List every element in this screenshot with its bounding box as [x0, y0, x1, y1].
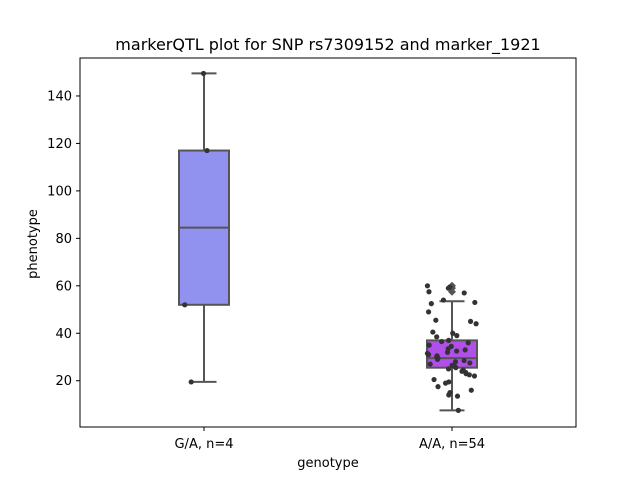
data-point: [433, 317, 439, 323]
y-tick-label: 80: [55, 232, 72, 247]
data-point: [434, 334, 440, 340]
data-point: [446, 392, 452, 398]
box-group: [424, 281, 479, 413]
data-point: [454, 348, 460, 354]
data-point: [427, 361, 433, 367]
y-tick-label: 60: [55, 279, 72, 294]
data-point: [434, 356, 441, 362]
plot-frame: [79, 57, 577, 428]
data-point: [473, 321, 479, 327]
data-point: [462, 347, 468, 353]
x-axis-label: genotype: [297, 456, 358, 471]
data-point: [454, 393, 461, 399]
data-point: [461, 357, 467, 364]
data-point: [452, 359, 459, 365]
data-point: [445, 366, 452, 372]
data-point: [455, 407, 461, 413]
x-tick-label: A/A, n=54: [419, 437, 485, 452]
y-tick-label: 20: [55, 374, 72, 389]
data-point: [428, 301, 434, 307]
data-point: [468, 387, 474, 393]
data-point: [444, 349, 451, 355]
data-point: [424, 283, 431, 289]
data-point: [426, 289, 432, 295]
data-point: [440, 297, 447, 303]
x-axis: G/A, n=4 A/A, n=54: [174, 427, 485, 452]
data-point: [430, 329, 436, 335]
data-point: [471, 373, 478, 379]
data-point: [446, 337, 452, 343]
y-tick-label: 100: [47, 184, 72, 199]
data-point: [461, 290, 467, 296]
data-point: [465, 340, 471, 346]
data-point: [204, 147, 210, 154]
data-point: [188, 379, 194, 385]
data-point: [447, 284, 453, 290]
y-tick-label: 40: [55, 327, 72, 342]
data-point: [467, 318, 474, 325]
data-point: [439, 338, 445, 345]
y-axis-label: phenotype: [26, 209, 41, 279]
data-point: [453, 365, 459, 371]
data-point: [426, 342, 432, 348]
data-point: [442, 380, 449, 386]
data-point: [450, 330, 456, 336]
chart-title: markerQTL plot for SNP rs7309152 and mar…: [115, 35, 540, 55]
data-point: [472, 299, 478, 306]
x-tick-label: G/A, n=4: [174, 437, 233, 452]
data-point: [466, 372, 472, 378]
y-tick-label: 120: [47, 137, 72, 152]
box-group: [178, 70, 230, 385]
data-point: [454, 333, 460, 339]
data-point: [182, 302, 188, 308]
y-tick-label: 140: [47, 89, 72, 104]
plot-area: [178, 70, 479, 413]
data-point: [426, 352, 432, 358]
data-point: [425, 309, 432, 315]
y-axis: 20 40 60 80 100 120 140: [47, 89, 80, 389]
data-point: [435, 384, 441, 390]
data-point: [200, 70, 207, 77]
data-point: [467, 360, 473, 366]
data-point: [431, 376, 437, 383]
